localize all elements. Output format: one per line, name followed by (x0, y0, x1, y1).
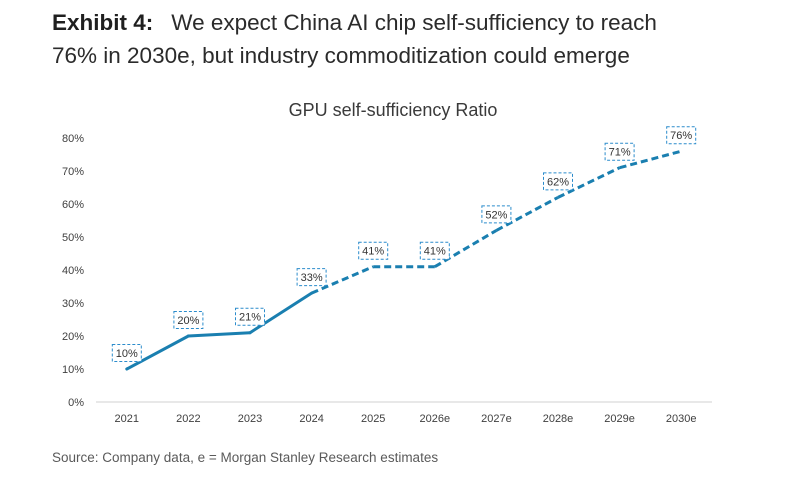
y-tick-label: 70% (62, 166, 84, 178)
data-label-text: 41% (362, 246, 384, 258)
series-segment-estimate (311, 265, 374, 295)
series-segment-estimate (434, 229, 498, 268)
data-label: 20% (173, 311, 204, 329)
data-label-text: 10% (116, 348, 138, 360)
data-label: 33% (296, 268, 327, 287)
data-label-box (604, 142, 635, 161)
x-tick-label: 2022 (176, 413, 200, 425)
data-label: 71% (604, 142, 635, 161)
data-label-box (173, 311, 204, 329)
data-label-text: 20% (177, 315, 199, 327)
y-tick-label: 0% (68, 397, 84, 409)
y-tick-label: 80% (62, 133, 84, 145)
exhibit-headline: Exhibit 4: We expect China AI chip self-s… (52, 6, 792, 72)
source-note: Source: Company data, e = Morgan Stanley… (52, 450, 439, 465)
data-label-text: 71% (609, 147, 631, 159)
data-label-text: 41% (424, 246, 446, 258)
data-label-text: 52% (485, 209, 507, 221)
x-tick-label: 2027e (481, 413, 512, 425)
chart-container: GPU self-sufficiency Ratio 0% 10% 20% 30% 40… (0, 90, 800, 435)
data-label: 62% (543, 172, 573, 191)
series-segment-actual (248, 291, 314, 335)
data-label-box (296, 268, 327, 287)
headline-line-2: 76% in 2030e, but industry commoditizati… (52, 43, 630, 68)
y-tick-label: 30% (62, 298, 84, 310)
series-segment-actual (125, 334, 190, 371)
data-label-box (358, 241, 389, 260)
x-tick-label: 2021 (115, 413, 139, 425)
x-tick-label: 2030e (666, 413, 697, 425)
y-tick-label: 10% (62, 364, 84, 376)
x-tick-label: 2025 (361, 413, 385, 425)
y-tick-label: 40% (62, 265, 84, 277)
data-label: 41% (419, 241, 450, 260)
line-chart: GPU self-sufficiency Ratio 0% 10% 20% 30% 40… (62, 100, 712, 425)
series-segment-actual (186, 331, 252, 338)
data-label-text: 21% (239, 312, 261, 324)
x-tick-label: 2024 (299, 413, 323, 425)
x-tick-label: 2026e (420, 413, 451, 425)
data-label-text: 76% (670, 130, 692, 142)
data-label: 21% (235, 307, 265, 326)
data-label-box (111, 344, 142, 362)
data-labels: 10% 20% 21% 33% 41% 41% 52% 62% 71% 76% (111, 126, 697, 362)
data-label-text: 33% (301, 272, 323, 284)
data-label-box (419, 241, 450, 260)
x-tick-label: 2028e (543, 413, 574, 425)
data-label: 52% (481, 205, 512, 224)
data-label-text: 62% (547, 176, 569, 188)
x-tick-label: 2029e (604, 413, 635, 425)
data-label-box (543, 172, 573, 191)
series-segment-estimate (557, 166, 621, 199)
exhibit-label: Exhibit 4: (52, 10, 154, 35)
y-tick-label: 60% (62, 199, 84, 211)
y-axis-ticks: 0% 10% 20% 30% 40% 50% 60% 70% 80% (62, 133, 84, 409)
data-label: 76% (666, 126, 697, 145)
data-label: 41% (358, 241, 389, 260)
x-axis-ticks: 2021 2022 2023 2024 2025 2026e 2027e 2028e 2029e… (115, 413, 697, 425)
series-segment-estimate (495, 196, 559, 232)
data-label-box (666, 126, 697, 145)
data-label-box (481, 205, 512, 224)
headline-line-1: We expect China AI chip self-sufficiency… (171, 10, 657, 35)
series-line (125, 149, 682, 371)
y-tick-label: 50% (62, 232, 84, 244)
data-label: 10% (111, 344, 142, 362)
x-tick-label: 2023 (238, 413, 262, 425)
chart-title: GPU self-sufficiency Ratio (289, 100, 498, 120)
data-label-box (235, 307, 265, 326)
y-tick-label: 20% (62, 331, 84, 343)
